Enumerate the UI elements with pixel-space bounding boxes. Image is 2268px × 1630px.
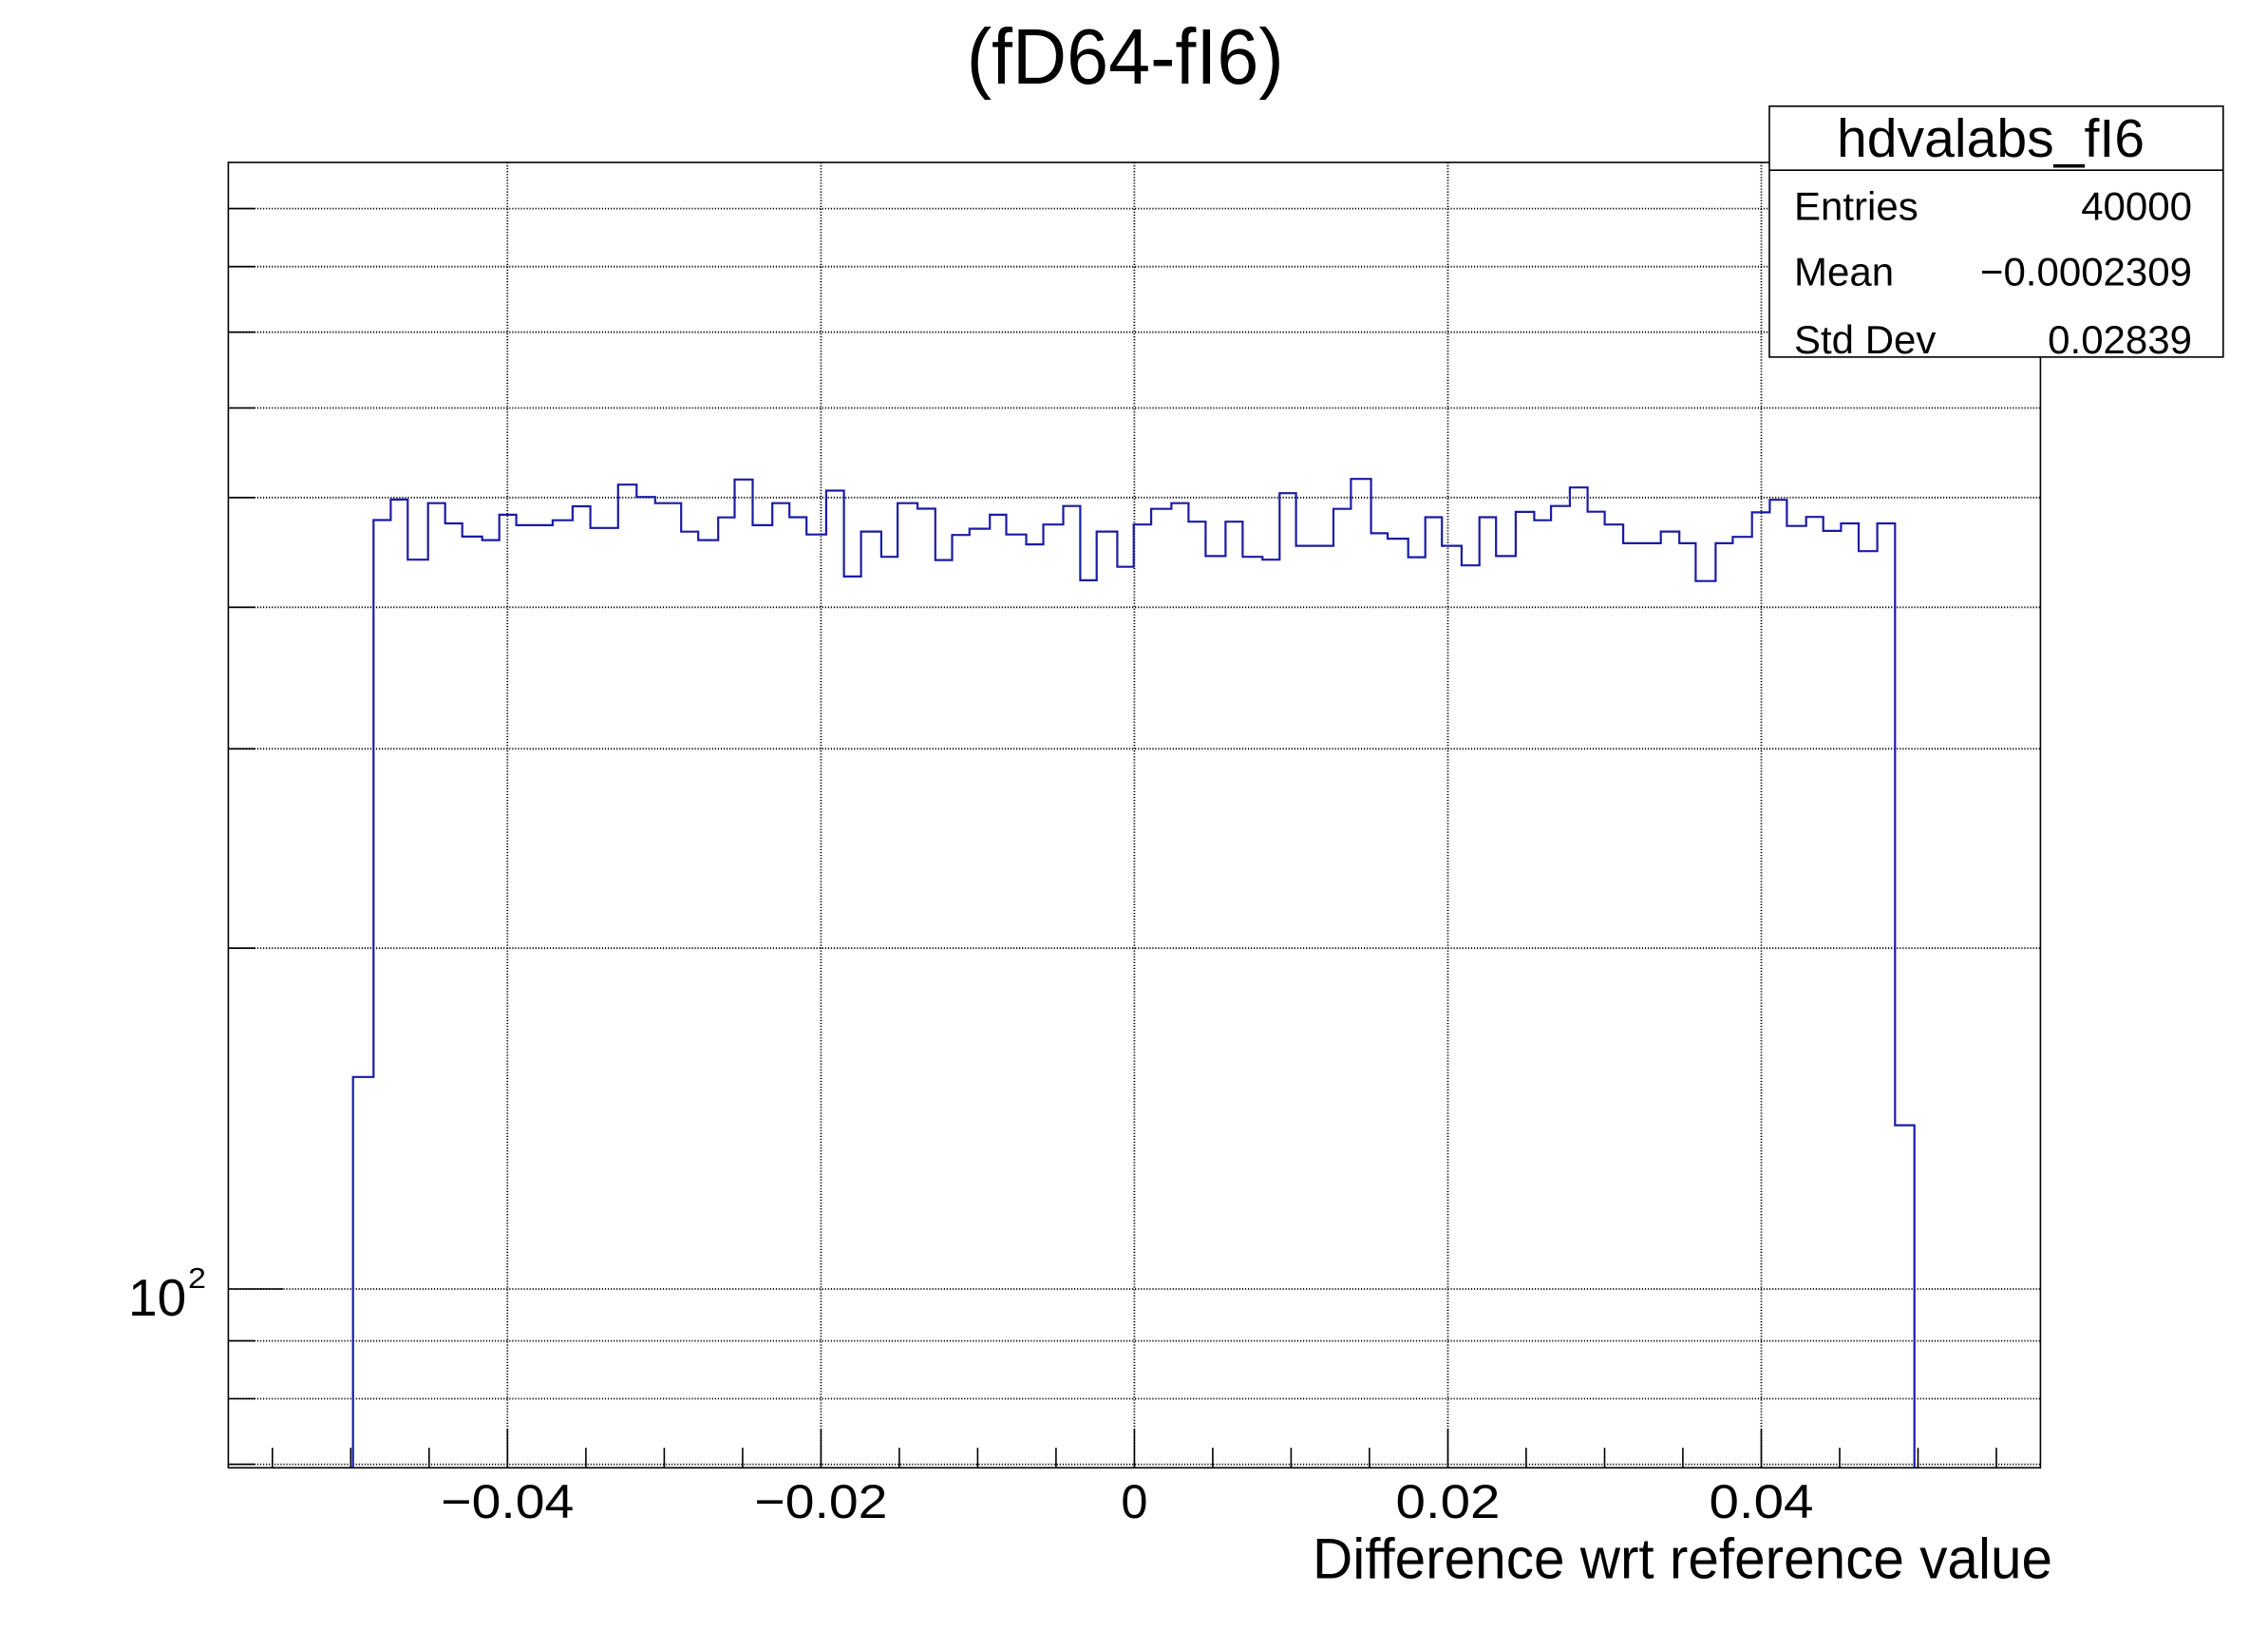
- svg-text:−0.04: −0.04: [441, 1474, 574, 1528]
- svg-text:0.02: 0.02: [1396, 1474, 1501, 1528]
- svg-text:(fD64-fI6): (fD64-fI6): [967, 12, 1284, 101]
- svg-text:0.04: 0.04: [1710, 1474, 1814, 1528]
- svg-text:Entries: Entries: [1794, 184, 1918, 229]
- svg-text:−0.02: −0.02: [754, 1474, 887, 1528]
- svg-text:−0.0002309: −0.0002309: [1980, 249, 2192, 294]
- svg-text:2: 2: [188, 1262, 206, 1295]
- svg-text:hdvalabs_fI6: hdvalabs_fI6: [1837, 108, 2145, 169]
- svg-text:Difference wrt reference value: Difference wrt reference value: [1313, 1527, 2052, 1591]
- svg-text:Mean: Mean: [1794, 249, 1894, 294]
- svg-text:10: 10: [128, 1268, 186, 1327]
- svg-text:40000: 40000: [2081, 184, 2192, 229]
- svg-text:0.02839: 0.02839: [2048, 317, 2192, 362]
- svg-text:0: 0: [1121, 1474, 1147, 1528]
- svg-text:Std Dev: Std Dev: [1794, 317, 1936, 362]
